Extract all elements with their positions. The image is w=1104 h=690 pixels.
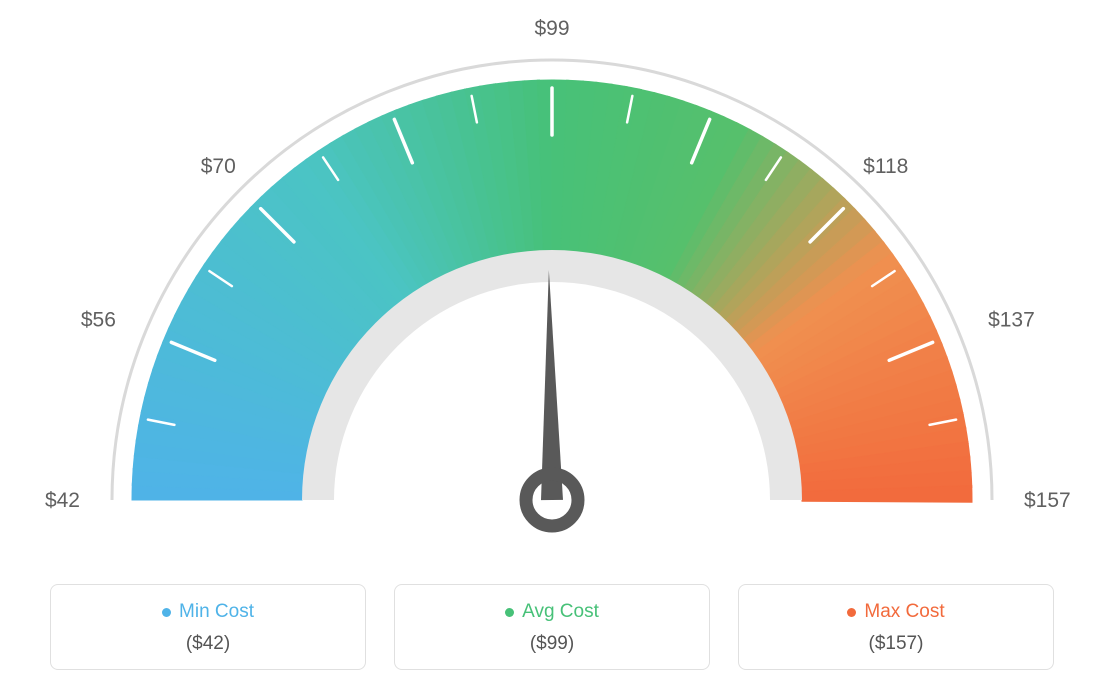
- legend-card-avg: Avg Cost ($99): [394, 584, 710, 670]
- gauge-tick-label: $42: [45, 489, 80, 512]
- gauge-tick-label: $70: [201, 155, 236, 178]
- gauge-svg: $42 $56 $70 $99 $118 $137 $157: [0, 0, 1104, 570]
- gauge-tick-label: $99: [534, 17, 569, 40]
- legend-label-min: Min Cost: [179, 601, 254, 623]
- gauge-tick-label: $56: [81, 308, 116, 331]
- legend-card-max: Max Cost ($157): [738, 584, 1054, 670]
- legend-value-avg: ($99): [405, 633, 699, 655]
- legend-card-min: Min Cost ($42): [50, 584, 366, 670]
- legend-value-min: ($42): [61, 633, 355, 655]
- legend-dot-min: [162, 608, 171, 617]
- gauge-needle: [541, 270, 563, 500]
- gauge-tick-label: $157: [1024, 489, 1071, 512]
- legend-row: Min Cost ($42) Avg Cost ($99) Max Cost (…: [0, 584, 1104, 670]
- legend-label-avg: Avg Cost: [522, 601, 599, 623]
- legend-title-min: Min Cost: [162, 601, 254, 623]
- chart-container: $42 $56 $70 $99 $118 $137 $157 Min Cost ($42) …: [0, 0, 1104, 690]
- legend-title-avg: Avg Cost: [505, 601, 599, 623]
- gauge-tick-label: $118: [863, 155, 908, 178]
- gauge-chart: $42 $56 $70 $99 $118 $137 $157: [0, 0, 1104, 570]
- legend-title-max: Max Cost: [847, 601, 944, 623]
- legend-value-max: ($157): [749, 633, 1043, 655]
- legend-dot-max: [847, 608, 856, 617]
- legend-dot-avg: [505, 608, 514, 617]
- gauge-tick-label: $137: [988, 308, 1035, 331]
- legend-label-max: Max Cost: [864, 601, 944, 623]
